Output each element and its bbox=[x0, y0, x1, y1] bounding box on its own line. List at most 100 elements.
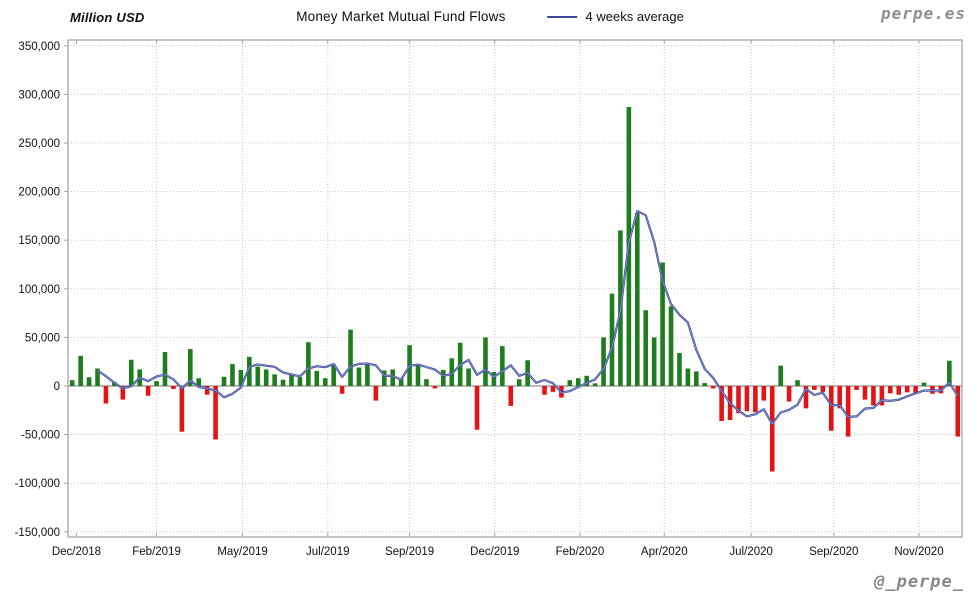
flow-bar bbox=[592, 383, 598, 386]
flow-bar bbox=[441, 369, 446, 386]
flow-bar bbox=[263, 369, 269, 386]
flow-bar bbox=[95, 368, 100, 386]
flow-bar bbox=[508, 386, 514, 406]
flow-bar bbox=[651, 337, 657, 386]
flow-bar bbox=[491, 371, 497, 386]
twitter-handle: @_perpe_ bbox=[874, 572, 964, 592]
flow-bar bbox=[634, 212, 640, 386]
flow-bar bbox=[744, 386, 750, 412]
y-tick-label: -100,000 bbox=[15, 478, 60, 490]
flow-bar bbox=[845, 386, 851, 437]
flow-bar bbox=[238, 369, 244, 386]
flow-bar bbox=[778, 365, 783, 386]
flow-bar bbox=[786, 386, 792, 402]
flow-bar bbox=[78, 355, 83, 386]
flow-bar bbox=[719, 386, 724, 421]
flow-bar bbox=[339, 386, 345, 394]
flow-bar bbox=[162, 351, 168, 386]
flow-bar bbox=[769, 386, 775, 472]
flow-bar bbox=[322, 378, 328, 386]
flow-bar bbox=[398, 378, 404, 386]
flow-bar bbox=[449, 358, 455, 386]
y-tick-label: 150,000 bbox=[18, 235, 60, 247]
flow-bar bbox=[736, 386, 741, 414]
flow-bar bbox=[921, 382, 927, 386]
flow-bar bbox=[415, 365, 421, 386]
flow-bar bbox=[609, 293, 615, 386]
flow-bar bbox=[128, 359, 134, 386]
x-tick-label: Nov/2020 bbox=[894, 546, 943, 558]
flow-bar bbox=[187, 349, 193, 386]
y-tick-label: 100,000 bbox=[18, 284, 60, 296]
x-tick-label: Feb/2020 bbox=[556, 546, 605, 558]
flow-bar bbox=[179, 386, 185, 432]
flow-bar bbox=[69, 380, 75, 386]
flow-bar bbox=[390, 369, 396, 386]
flow-bar bbox=[204, 386, 210, 395]
flow-bar bbox=[365, 363, 370, 386]
flow-bar bbox=[331, 364, 336, 386]
flow-bar bbox=[221, 376, 227, 386]
flow-bar bbox=[828, 386, 834, 431]
y-tick-label: 50,000 bbox=[25, 332, 60, 344]
flow-bar bbox=[888, 386, 893, 394]
x-tick-label: Dec/2018 bbox=[52, 546, 101, 558]
flow-bar bbox=[213, 386, 218, 440]
flow-bar bbox=[103, 386, 109, 404]
x-tick-label: May/2019 bbox=[217, 546, 268, 558]
flow-bar bbox=[550, 386, 556, 392]
flow-bar bbox=[601, 337, 606, 386]
flow-bar bbox=[820, 386, 826, 392]
flow-bar bbox=[837, 386, 843, 409]
x-tick-label: Sep/2020 bbox=[809, 546, 858, 558]
plot-border bbox=[67, 39, 963, 538]
y-tick-label: 0 bbox=[54, 381, 60, 393]
flow-bar bbox=[255, 366, 261, 386]
flow-bar bbox=[862, 386, 868, 400]
flow-bar bbox=[702, 383, 708, 386]
flow-bar bbox=[171, 386, 176, 389]
y-tick-label: 200,000 bbox=[18, 187, 60, 199]
flow-bar bbox=[483, 337, 488, 386]
flow-bar bbox=[677, 352, 682, 386]
flow-bar bbox=[947, 360, 952, 386]
x-tick-label: Feb/2019 bbox=[132, 546, 181, 558]
flow-bar bbox=[896, 386, 902, 395]
flow-bar bbox=[668, 306, 674, 386]
flow-bar bbox=[424, 379, 429, 386]
flow-bar bbox=[516, 379, 522, 386]
y-tick-label: 350,000 bbox=[18, 41, 60, 53]
flow-bar bbox=[694, 371, 699, 386]
flow-bar bbox=[154, 381, 159, 386]
flow-bar bbox=[753, 386, 758, 413]
flow-bar bbox=[803, 386, 809, 409]
x-tick-label: Jul/2020 bbox=[729, 546, 772, 558]
flow-bar bbox=[272, 374, 277, 386]
flow-bar bbox=[314, 370, 320, 386]
flow-bar bbox=[904, 386, 910, 393]
flow-bar bbox=[567, 380, 573, 386]
flow-bar bbox=[86, 377, 92, 386]
flow-bar bbox=[913, 386, 918, 393]
flow-bar bbox=[289, 374, 294, 386]
y-tick-label: 250,000 bbox=[18, 138, 60, 150]
flow-bar bbox=[795, 380, 800, 386]
flow-bar bbox=[812, 386, 817, 390]
flow-bar bbox=[145, 386, 151, 396]
flow-bar bbox=[575, 378, 581, 386]
flow-bar bbox=[466, 368, 471, 386]
flow-bar bbox=[643, 310, 649, 386]
flow-bar bbox=[871, 386, 876, 406]
flow-bar bbox=[280, 379, 286, 386]
flow-bar bbox=[381, 370, 387, 386]
flow-bar bbox=[247, 356, 252, 386]
flow-bar bbox=[710, 386, 716, 389]
site-brand: perpe.es bbox=[880, 4, 966, 23]
flow-bar bbox=[297, 377, 303, 386]
flow-bar bbox=[373, 386, 379, 401]
x-tick-label: Apr/2020 bbox=[641, 546, 688, 558]
flow-bar bbox=[955, 386, 961, 437]
flow-bar bbox=[474, 386, 480, 430]
